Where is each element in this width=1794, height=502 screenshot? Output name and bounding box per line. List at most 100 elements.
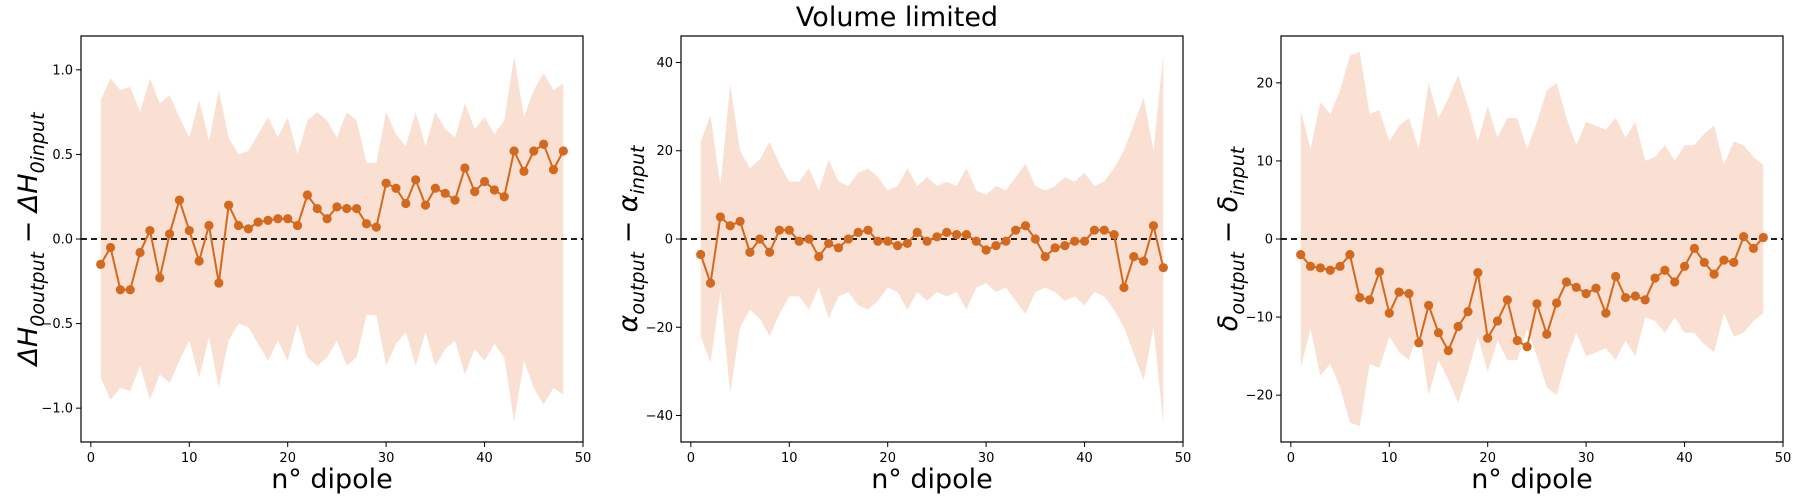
data-point (814, 252, 824, 262)
data-point (1404, 289, 1414, 299)
y-tick-label: −20 (646, 321, 673, 336)
data-point (1571, 282, 1581, 293)
data-point (263, 215, 273, 225)
x-tick-label: 0 (1287, 451, 1295, 466)
data-point (1139, 256, 1149, 266)
data-point (1581, 289, 1591, 299)
data-point (932, 232, 942, 242)
data-point (1030, 234, 1040, 244)
x-tick-label: 10 (781, 451, 798, 466)
x-tick-label: 50 (575, 451, 592, 466)
data-point (233, 220, 244, 231)
data-point (1699, 257, 1709, 268)
data-point (1305, 261, 1316, 271)
x-tick-label: 50 (1175, 451, 1192, 466)
data-point (1630, 291, 1640, 301)
data-point (1384, 308, 1394, 318)
data-point (1492, 316, 1503, 326)
data-point (1070, 236, 1080, 246)
data-point (1345, 250, 1355, 260)
data-point (1601, 308, 1611, 318)
data-point (105, 242, 116, 253)
y-tick-label: 20 (1256, 76, 1273, 91)
data-point (863, 225, 873, 235)
data-point (243, 224, 253, 234)
y-tick-label: 0 (665, 233, 673, 248)
data-point (411, 175, 421, 185)
x-tick-label: 40 (1676, 451, 1693, 466)
data-point (755, 234, 765, 244)
data-point (902, 238, 912, 249)
data-point (1709, 269, 1719, 279)
data-point (361, 219, 372, 229)
data-point (784, 225, 794, 235)
data-point (922, 236, 932, 246)
y-tick-label: 1.0 (52, 63, 73, 78)
data-point (1650, 273, 1660, 283)
data-point (548, 165, 559, 175)
x-tick-label: 20 (1479, 451, 1496, 466)
x-tick-label: 30 (378, 451, 395, 466)
y-axis-label: δoutput − δinput (1213, 145, 1249, 331)
data-point (764, 247, 775, 257)
data-point (1315, 263, 1325, 273)
data-point (961, 229, 972, 240)
data-point (696, 249, 706, 260)
data-point (352, 203, 362, 214)
data-point (391, 183, 401, 193)
data-point (1522, 342, 1532, 352)
y-tick-label: 20 (656, 144, 673, 159)
x-tick-label: 20 (879, 451, 896, 466)
x-tick-label: 0 (87, 451, 95, 466)
data-point (1453, 321, 1463, 332)
data-point (1089, 225, 1100, 235)
data-point (450, 195, 460, 205)
data-point (1414, 338, 1424, 348)
data-point (1335, 261, 1345, 271)
data-point (529, 146, 539, 156)
data-point (1079, 236, 1090, 246)
x-tick-label: 10 (181, 451, 198, 466)
data-point (302, 190, 312, 200)
data-point (1394, 287, 1404, 297)
data-point (1729, 257, 1739, 268)
data-point (725, 221, 735, 231)
data-point (1433, 328, 1444, 338)
data-point (1679, 261, 1690, 271)
data-point (1561, 277, 1572, 287)
data-point (1532, 299, 1542, 309)
data-point (312, 203, 322, 214)
x-tick-label: 40 (1076, 451, 1093, 466)
data-point (174, 195, 185, 205)
data-point (125, 285, 135, 295)
data-point (991, 241, 1001, 251)
data-point (1660, 265, 1670, 275)
data-point (1374, 267, 1385, 277)
data-point (1296, 250, 1306, 260)
y-axis-label: ΔH0output − ΔH0input (13, 111, 49, 368)
data-point (204, 220, 214, 231)
y-tick-label: 0 (1265, 233, 1273, 248)
data-point (509, 146, 519, 156)
data-point (1463, 307, 1473, 317)
data-point (1748, 243, 1759, 253)
data-point (853, 227, 863, 237)
data-point (1473, 267, 1483, 278)
data-point (912, 227, 922, 237)
data-point (774, 225, 785, 235)
data-point (804, 234, 814, 244)
data-point (283, 214, 293, 224)
chart-panel-2: 0 10 20 30 40 50 −40 −20 0 20 40 n° dipole αoutput −… (613, 35, 1192, 495)
data-point (1689, 243, 1700, 253)
data-point (489, 185, 500, 195)
data-point (194, 256, 204, 266)
data-point (1483, 333, 1493, 343)
data-point (539, 139, 549, 149)
y-axis-label: αoutput − αinput (613, 144, 649, 333)
data-point (715, 212, 725, 222)
data-point (892, 241, 903, 251)
data-point (1670, 277, 1680, 287)
data-point (440, 188, 450, 198)
